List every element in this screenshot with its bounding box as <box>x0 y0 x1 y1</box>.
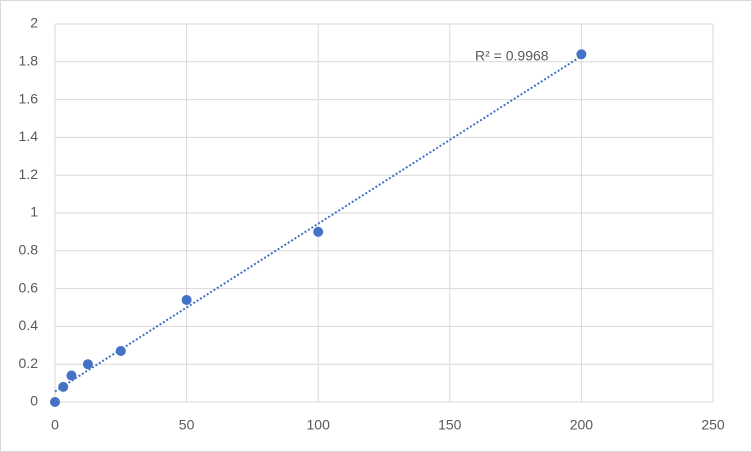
x-tick-label: 150 <box>438 417 462 433</box>
y-tick-label: 1.2 <box>19 166 39 182</box>
point <box>576 49 587 60</box>
x-tick-label: 0 <box>51 417 59 433</box>
point <box>66 370 77 381</box>
y-tick-label: 1.8 <box>19 53 39 69</box>
x-tick-label: 250 <box>701 417 725 433</box>
point <box>82 359 93 370</box>
annotation: R² = 0.9968 <box>475 48 549 64</box>
point <box>50 397 60 407</box>
y-tick-label: 2 <box>30 15 38 31</box>
trendline <box>54 55 582 393</box>
y-tick-label: 0 <box>30 393 38 409</box>
y-tick-label: 1.6 <box>19 90 39 106</box>
x-tick-label: 100 <box>307 417 331 433</box>
y-tick-label: 0.4 <box>19 317 39 333</box>
point <box>313 226 324 237</box>
y-tick-label: 0.6 <box>19 279 39 295</box>
point <box>115 345 126 356</box>
y-tick-label: 1.4 <box>19 128 39 144</box>
x-tick-label: 50 <box>179 417 195 433</box>
point <box>181 294 192 305</box>
point <box>58 381 69 392</box>
y-tick-label: 0.8 <box>19 242 39 258</box>
x-tick-label: 200 <box>570 417 594 433</box>
y-tick-label: 1 <box>30 204 38 220</box>
y-tick-label: 0.2 <box>19 355 39 371</box>
